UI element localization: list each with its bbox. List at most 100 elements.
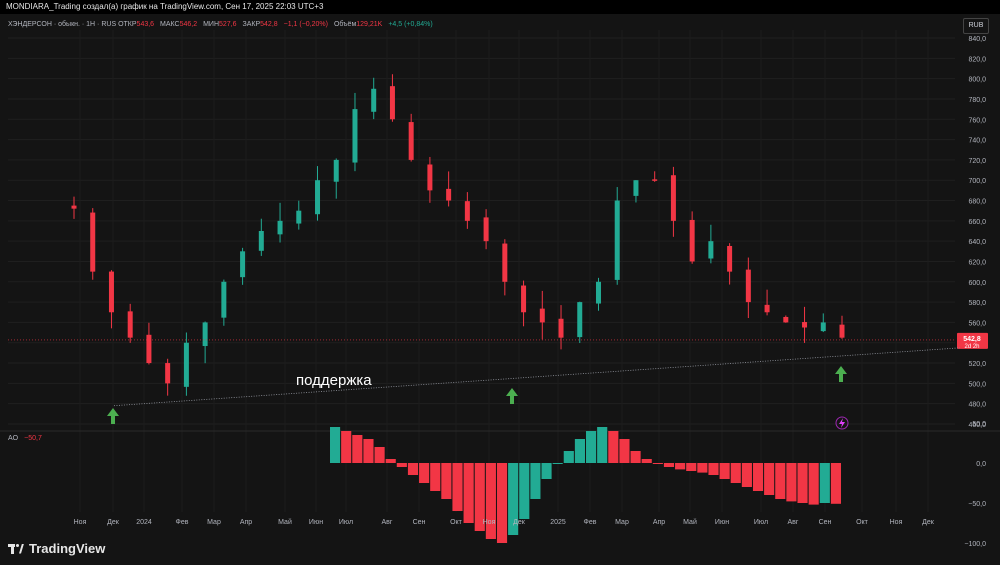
candle-body	[315, 180, 321, 215]
candle-body	[408, 122, 414, 160]
candle-body	[614, 200, 620, 280]
ao-bar	[508, 463, 519, 535]
price-tick-label: 840,0	[968, 36, 986, 43]
candle-body	[221, 281, 227, 318]
price-tick-label: 460,0	[968, 422, 986, 429]
close-value: 542,8	[260, 21, 278, 28]
ao-bar	[463, 463, 474, 523]
price-tick-label: 560,0	[968, 320, 986, 327]
price-tick-label: 680,0	[968, 199, 986, 206]
time-tick-label: Июл	[339, 519, 353, 526]
change-value: −1,1 (−0,20%)	[283, 21, 328, 28]
time-tick-label: Дек	[513, 519, 526, 526]
ao-bar	[586, 431, 597, 463]
ao-tick-label: 0,0	[976, 461, 986, 468]
candle-body	[521, 285, 527, 313]
ao-bar	[407, 463, 419, 475]
ao-bar	[786, 463, 797, 502]
time-tick-label: Дек	[107, 519, 120, 526]
time-tick-label: 2025	[550, 519, 566, 526]
candle-body	[483, 217, 489, 242]
ao-bar	[775, 463, 786, 499]
ao-bar	[675, 463, 686, 470]
open-label: ОТКР	[118, 21, 137, 28]
ao-bar	[652, 463, 663, 464]
candle-body	[277, 220, 283, 235]
volume-value: 129,21K	[356, 21, 383, 28]
ao-bar	[419, 463, 430, 483]
ao-bar	[341, 431, 352, 463]
ao-bar	[396, 463, 407, 467]
currency-button[interactable]: RUB	[963, 18, 989, 34]
high-value: 546,2	[179, 21, 198, 28]
ao-tick-label: −50,0	[968, 501, 986, 508]
price-tick-label: 820,0	[968, 56, 986, 63]
candle-body	[539, 308, 545, 323]
time-tick-label: Апр	[653, 519, 665, 526]
ao-bar	[797, 463, 808, 503]
time-tick-label: Мар	[615, 519, 629, 526]
ao-bar	[374, 447, 385, 463]
price-tick-label: 800,0	[968, 77, 986, 84]
candle-body	[165, 363, 171, 384]
candle-body	[108, 271, 114, 313]
symbol-legend: ХЭНДЕРСОН · обыкн. · 1Н · RUS ОТКР543,6 …	[8, 21, 433, 28]
support-label: поддержка	[296, 372, 372, 389]
candle-body	[558, 318, 564, 338]
price-tick-label: 580,0	[968, 300, 986, 307]
ao-bar	[686, 463, 697, 471]
candle-body	[127, 311, 133, 338]
candle-body	[783, 316, 789, 323]
ao-bar	[563, 451, 574, 463]
candle-body	[464, 201, 470, 221]
time-tick-label: Июл	[754, 519, 768, 526]
lightning-icon-bolt	[839, 418, 845, 428]
tradingview-logo[interactable]: TradingView	[8, 541, 105, 556]
price-tick-label: 740,0	[968, 138, 986, 145]
ao-bar	[708, 463, 719, 475]
time-tick-label: Фев	[176, 519, 189, 526]
time-tick-label: Окт	[450, 519, 463, 526]
ao-bar	[697, 463, 708, 473]
candle-body	[296, 210, 302, 224]
candle-body	[502, 243, 508, 282]
ao-bar	[597, 427, 608, 463]
ao-bar	[619, 439, 630, 463]
ao-bar	[630, 451, 641, 463]
candle-body	[90, 212, 96, 272]
candle-body	[146, 334, 152, 364]
ao-bar	[574, 439, 585, 463]
candle-body	[240, 251, 246, 278]
ao-bar	[430, 463, 441, 491]
candle-body	[577, 302, 583, 338]
candle-body	[745, 269, 751, 303]
up-arrow-marker	[107, 408, 119, 424]
candle-body	[333, 159, 339, 182]
price-badge-countdown: 2d 2h	[964, 344, 979, 350]
ao-bar	[385, 459, 396, 463]
ao-bar	[819, 463, 830, 503]
high-label: МАКС	[160, 21, 180, 28]
candle-body	[427, 164, 433, 191]
candle-body	[446, 188, 452, 201]
time-tick-label: Авг	[788, 519, 799, 526]
price-tick-label: 700,0	[968, 178, 986, 185]
ao-bar	[641, 459, 652, 463]
price-tick-label: 760,0	[968, 117, 986, 124]
lightning-icon	[835, 416, 849, 430]
price-badge	[957, 332, 988, 349]
candle-body	[764, 304, 770, 313]
ao-bar	[485, 463, 496, 539]
ao-bar	[441, 463, 452, 499]
candle-body	[727, 245, 733, 272]
ao-bar	[552, 463, 563, 464]
ao-bar	[741, 463, 752, 487]
price-badge-price: 542,8	[963, 336, 981, 343]
candle-body	[352, 109, 358, 163]
ao-bar	[452, 463, 463, 511]
time-tick-label: Сен	[413, 519, 426, 526]
time-tick-label: Мар	[207, 519, 221, 526]
time-tick-label: Июн	[309, 519, 323, 526]
ao-bar	[474, 463, 485, 531]
